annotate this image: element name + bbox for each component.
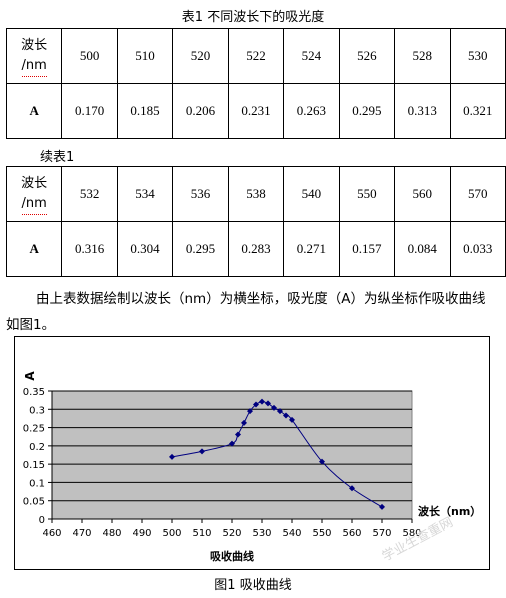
table-cell: 0.231 [227,83,285,139]
table-cell: 0.321 [449,83,506,139]
table-cell: 0.271 [283,221,340,277]
x-tick-label: 550 [312,528,331,539]
row-header-wave-unit: /nm [21,194,47,215]
x-tick-label: 510 [192,528,211,539]
table-cell: 0.033 [449,221,506,277]
data-point [259,398,265,405]
figure-caption: 图1 吸收曲线 [214,578,292,593]
data-point [271,404,277,411]
table-cell: 0.295 [172,221,229,277]
table-cell: 534 [116,166,174,222]
data-point [277,408,283,415]
table-row-absorbance: A 0.170 0.185 0.206 0.231 0.263 0.295 0.… [5,83,506,139]
y-tick-label: 0.3 [29,405,45,416]
data-point [199,448,205,455]
x-tick-label: 580 [402,528,421,539]
data-point [229,440,235,447]
table-cell: 530 [449,28,506,84]
row-header-absorbance: A [5,83,63,139]
table-cell: 500 [61,28,118,84]
data-point [265,400,271,407]
y-tick-label: 0.25 [23,424,45,435]
chart-title: 吸收曲线 [210,549,254,563]
table-cell: 528 [394,28,451,84]
y-tick-label: 0.15 [23,460,45,471]
x-axis-label: 波长（nm） [418,504,481,518]
row-header-wave-top: 波长 [21,37,48,53]
table-cell: 570 [449,166,506,222]
x-tick-label: 530 [252,528,271,539]
table-cell: 0.316 [61,221,118,277]
table-cell: 0.263 [283,83,340,139]
table-cell: 524 [283,28,340,84]
description-paragraph: 由上表数据绘制以波长（nm）为横坐标，吸光度（A）为纵坐标作吸收曲线 如图1。 [6,286,502,338]
y-tick-label: 0.35 [23,387,45,398]
table-cell: 0.157 [338,221,396,277]
y-tick-label: 0.2 [29,442,45,453]
data-point [169,453,175,460]
table-row-absorbance: A 0.316 0.304 0.295 0.283 0.271 0.157 0.… [5,221,506,277]
x-tick-label: 520 [222,528,241,539]
table-cell: 540 [283,166,340,222]
wavelength-table-2: 波长 /nm 532 534 536 538 540 550 560 570 A… [5,166,506,277]
x-tick-label: 460 [42,528,61,539]
table-cell: 0.313 [394,83,451,139]
table-cell: 550 [338,166,396,222]
x-tick-label: 490 [132,528,151,539]
table-row-wavelength: 波长 /nm 500 510 520 522 524 526 528 530 [5,28,506,84]
table-caption: 表1 不同波长下的吸光度 [181,10,325,25]
data-point [289,416,295,423]
y-tick-label: 0.05 [23,497,45,508]
x-tick-label: 470 [72,528,91,539]
x-tick-label: 540 [282,528,301,539]
row-header-wavelength: 波长 /nm [5,166,63,222]
table-cell: 0.304 [116,221,174,277]
data-point [379,503,385,510]
y-tick-label: 0 [39,515,45,526]
series-line [171,401,383,508]
table-cell: 532 [61,166,118,222]
table-cell: 0.283 [227,221,285,277]
table-cell: 526 [338,28,396,84]
table-cell: 522 [227,28,285,84]
x-tick-label: 500 [162,528,181,539]
x-tick-label: 560 [342,528,361,539]
table-cell: 510 [116,28,174,84]
row-header-wavelength: 波长 /nm [5,28,63,84]
data-point [349,485,355,492]
table-cell: 538 [227,166,285,222]
plot-area [51,390,413,520]
data-point [319,458,325,465]
table-cell: 0.185 [116,83,174,139]
table-cell: 0.295 [338,83,396,139]
x-tick-label: 480 [102,528,121,539]
absorption-chart: 0 0.05 0.1 0.15 0.2 0.25 0.3 0.35 460 470 480 490 50… [14,336,490,570]
table-cell: 520 [172,28,229,84]
data-point [283,412,289,419]
y-axis-label: A [23,371,37,381]
wavelength-table-1: 波长 /nm 500 510 520 522 524 526 528 530 A… [5,28,506,139]
table-cell: 0.084 [394,221,451,277]
table-cell: 0.206 [172,83,229,139]
data-point [241,419,247,426]
data-point [253,401,259,408]
data-point [247,408,253,415]
x-tick-label: 570 [372,528,391,539]
paragraph-line-2: 如图1。 [6,317,56,333]
table-cell: 560 [394,166,451,222]
paragraph-line-1: 由上表数据绘制以波长（nm）为横坐标，吸光度（A）为纵坐标作吸收曲线 [36,291,486,307]
table-cell: 536 [172,166,229,222]
row-header-wave-top: 波长 [21,175,48,191]
table-cell: 0.170 [61,83,118,139]
row-header-absorbance: A [5,221,63,277]
row-header-wave-unit: /nm [21,56,47,77]
table-row-wavelength: 波长 /nm 532 534 536 538 540 550 560 570 [5,166,506,222]
continued-caption: 续表1 [40,150,75,165]
data-point [235,431,241,438]
y-tick-label: 0.1 [29,478,45,489]
